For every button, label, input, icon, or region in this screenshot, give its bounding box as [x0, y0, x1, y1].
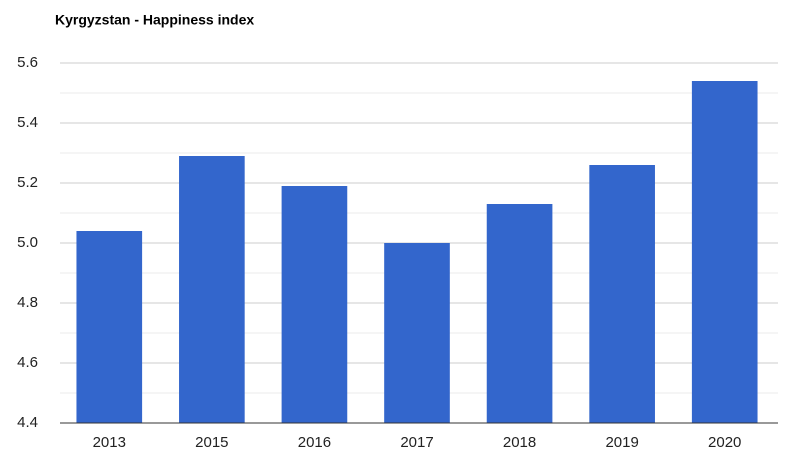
y-tick-label: 4.8	[17, 294, 38, 311]
x-tick-label: 2019	[605, 434, 638, 451]
bar	[589, 165, 655, 423]
y-tick-label: 5.2	[17, 174, 38, 191]
bar	[179, 156, 245, 423]
x-tick-label: 2013	[93, 434, 126, 451]
y-tick-label: 5.4	[17, 114, 38, 131]
y-tick-label: 5.6	[17, 54, 38, 71]
bar	[76, 231, 143, 423]
y-tick-label: 4.4	[17, 414, 38, 431]
bar	[691, 81, 758, 423]
x-tick-label: 2016	[298, 434, 331, 451]
bar	[384, 243, 450, 423]
x-tick-label: 2018	[503, 434, 536, 451]
bar	[281, 186, 348, 423]
bar	[486, 204, 553, 423]
x-tick-label: 2020	[708, 434, 741, 451]
y-tick-label: 5.0	[17, 234, 38, 251]
chart-title: Kyrgyzstan - Happiness index	[55, 12, 254, 28]
x-tick-label: 2017	[400, 434, 433, 451]
y-tick-label: 4.6	[17, 354, 38, 371]
x-tick-label: 2015	[195, 434, 228, 451]
